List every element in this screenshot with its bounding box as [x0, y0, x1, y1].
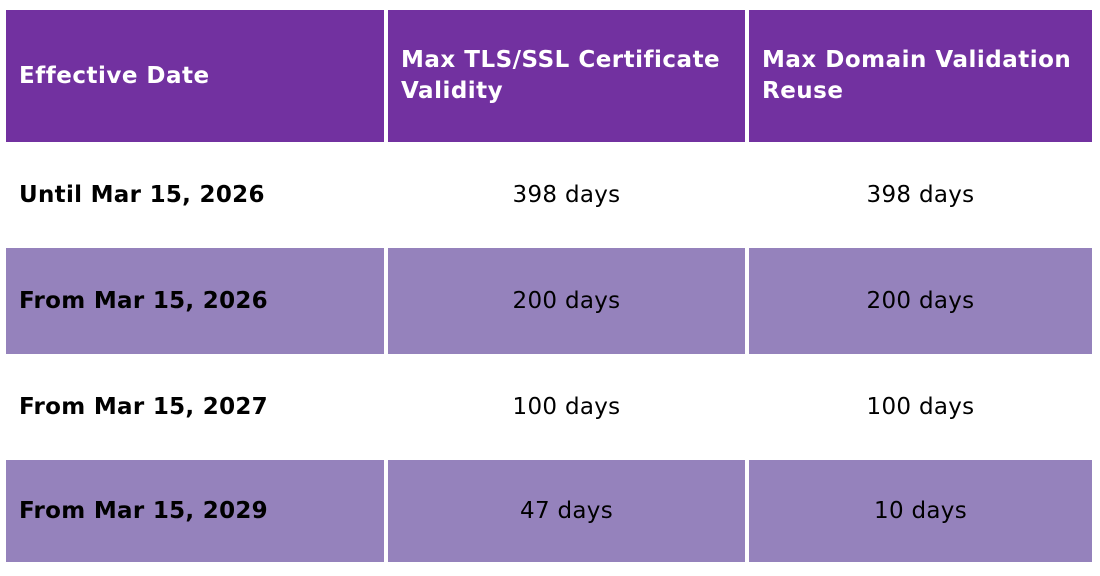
header-effective-date: Effective Date [6, 10, 384, 142]
row-3-certificate-validity: 100 days [388, 354, 745, 460]
row-4-effective-date: From Mar 15, 2029 [6, 460, 384, 562]
row-1-certificate-validity: 398 days [388, 142, 745, 248]
row-2-effective-date: From Mar 15, 2026 [6, 248, 384, 354]
row-4-certificate-validity: 47 days [388, 460, 745, 562]
header-max-domain-validation-reuse: Max Domain Validation Reuse [749, 10, 1092, 142]
row-2-domain-validation-reuse: 200 days [749, 248, 1092, 354]
row-3-effective-date: From Mar 15, 2027 [6, 354, 384, 460]
certificate-validity-table: Effective Date Max TLS/SSL Certificate V… [6, 10, 1092, 562]
header-max-certificate-validity: Max TLS/SSL Certificate Validity [388, 10, 745, 142]
row-1-domain-validation-reuse: 398 days [749, 142, 1092, 248]
row-3-domain-validation-reuse: 100 days [749, 354, 1092, 460]
row-4-domain-validation-reuse: 10 days [749, 460, 1092, 562]
row-1-effective-date: Until Mar 15, 2026 [6, 142, 384, 248]
row-2-certificate-validity: 200 days [388, 248, 745, 354]
